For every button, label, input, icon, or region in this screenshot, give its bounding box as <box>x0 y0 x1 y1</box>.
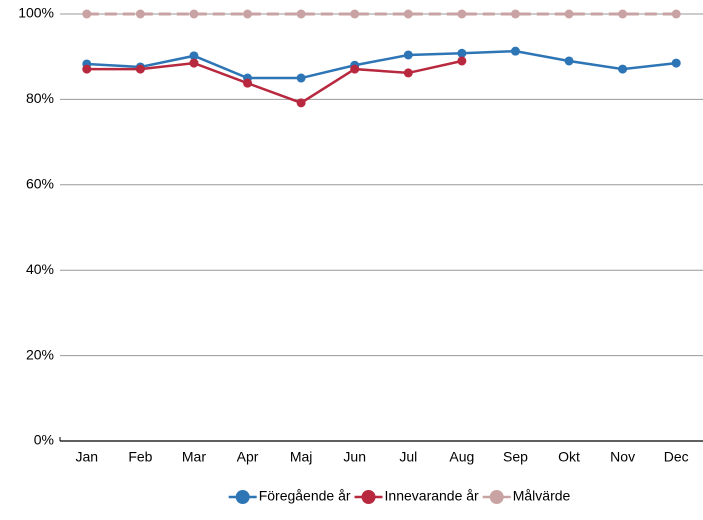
x-tick-label: Apr <box>237 449 259 465</box>
x-tick-label: Dec <box>664 449 689 465</box>
point <box>403 68 413 78</box>
legend-label: Målvärde <box>513 488 571 504</box>
y-tick-label: 80% <box>26 90 54 106</box>
point <box>671 58 681 68</box>
legend: Föregående år Innevarande år Målvärde <box>228 488 571 504</box>
point <box>82 64 92 74</box>
y-tick-label: 20% <box>26 346 54 362</box>
point <box>296 98 306 108</box>
point <box>350 9 360 19</box>
x-tick-label: Jul <box>399 449 417 465</box>
legend-label: Innevarande år <box>385 488 480 504</box>
point <box>510 9 520 19</box>
point <box>618 9 628 19</box>
point <box>350 64 360 74</box>
point <box>564 56 574 66</box>
point <box>296 9 306 19</box>
point <box>189 51 199 61</box>
point <box>243 78 253 88</box>
point <box>618 64 628 74</box>
x-tick-label: Nov <box>610 449 635 465</box>
legend-marker <box>361 490 376 504</box>
point <box>189 58 199 68</box>
point <box>457 56 467 66</box>
point <box>671 9 681 19</box>
point <box>189 9 199 19</box>
point <box>296 73 306 83</box>
x-tick-label: Jan <box>76 449 99 465</box>
point <box>403 50 413 60</box>
point <box>457 48 467 58</box>
x-tick-label: Sep <box>503 449 528 465</box>
legend-marker <box>489 490 504 504</box>
point <box>510 46 520 56</box>
point <box>457 9 467 19</box>
y-tick-label: 40% <box>26 261 54 277</box>
x-tick-label: Okt <box>558 449 580 465</box>
legend-marker <box>235 490 250 504</box>
x-tick-label: Aug <box>449 449 474 465</box>
point <box>82 9 92 19</box>
series-line <box>86 49 677 80</box>
point <box>243 9 253 19</box>
series-line <box>86 59 463 105</box>
x-tick-label: Mar <box>182 449 206 465</box>
point <box>135 64 145 74</box>
y-tick-label: 100% <box>18 5 54 21</box>
point <box>403 9 413 19</box>
point <box>135 9 145 19</box>
x-tick-label: Feb <box>128 449 152 465</box>
y-tick-label: 60% <box>26 176 54 192</box>
point <box>564 9 574 19</box>
y-tick-label: 0% <box>34 432 54 448</box>
x-tick-label: Jun <box>343 449 366 465</box>
legend-label: Föregående år <box>259 488 351 504</box>
x-tick-label: Maj <box>290 449 313 465</box>
